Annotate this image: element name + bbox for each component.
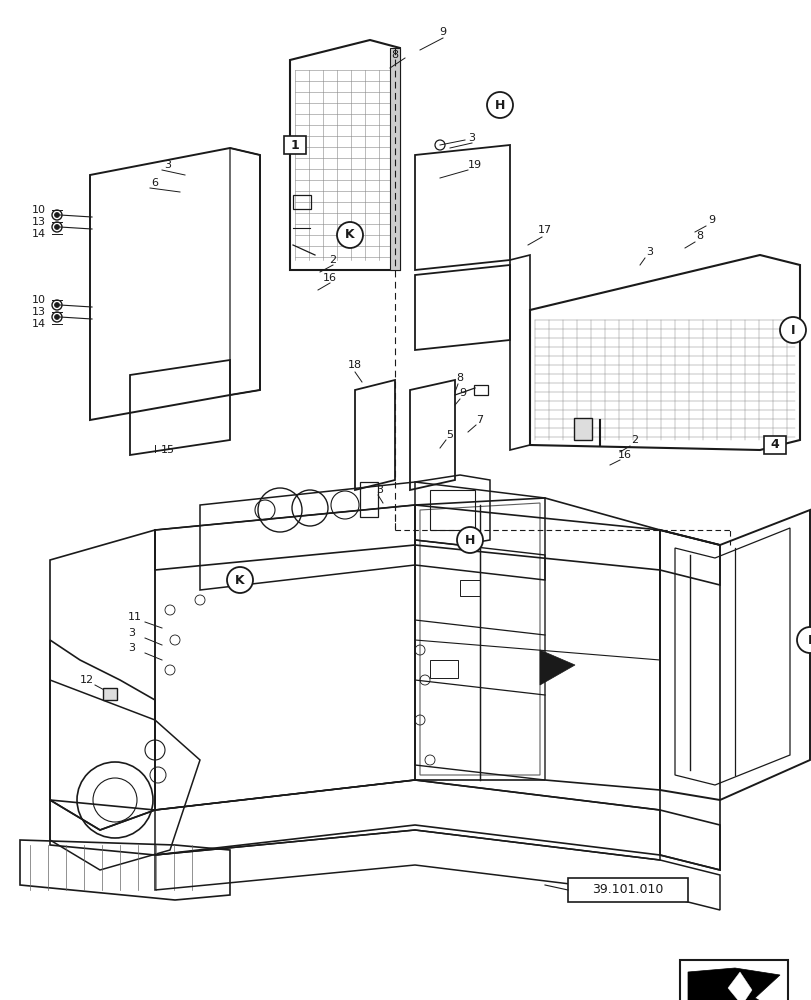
Polygon shape xyxy=(539,650,574,685)
Text: 4: 4 xyxy=(770,438,779,452)
Polygon shape xyxy=(727,972,751,1000)
Bar xyxy=(568,878,687,902)
Text: 13: 13 xyxy=(32,217,46,227)
Circle shape xyxy=(779,317,805,343)
Text: 7: 7 xyxy=(476,415,483,425)
Text: 2: 2 xyxy=(329,255,336,265)
Circle shape xyxy=(54,302,59,308)
Text: H: H xyxy=(464,534,474,546)
Polygon shape xyxy=(389,48,400,270)
Text: 13: 13 xyxy=(32,307,46,317)
Text: 8: 8 xyxy=(456,373,463,383)
Bar xyxy=(359,482,378,517)
Text: 16: 16 xyxy=(323,273,337,283)
Polygon shape xyxy=(687,968,779,1000)
Bar xyxy=(284,136,306,154)
Circle shape xyxy=(796,627,811,653)
Text: 8: 8 xyxy=(696,231,702,241)
Text: 11: 11 xyxy=(128,612,142,622)
Text: 8: 8 xyxy=(391,50,398,60)
Bar xyxy=(430,660,457,678)
Text: K: K xyxy=(235,574,244,586)
Text: 9: 9 xyxy=(459,388,466,398)
Text: H: H xyxy=(494,99,504,112)
Text: 2: 2 xyxy=(631,435,637,445)
Bar xyxy=(430,490,474,530)
Bar xyxy=(679,960,787,1000)
Text: 6: 6 xyxy=(152,178,158,188)
Text: 3: 3 xyxy=(468,133,475,143)
Circle shape xyxy=(227,567,253,593)
Circle shape xyxy=(337,222,363,248)
Bar xyxy=(474,385,487,395)
Text: 19: 19 xyxy=(467,160,482,170)
Text: 39.101.010: 39.101.010 xyxy=(591,884,663,896)
Text: I: I xyxy=(807,634,811,646)
Text: 9: 9 xyxy=(439,27,446,37)
Bar xyxy=(460,580,479,596)
Text: 12: 12 xyxy=(80,675,94,685)
Text: 1: 1 xyxy=(290,139,299,152)
Circle shape xyxy=(54,225,59,230)
Text: K: K xyxy=(345,229,354,241)
Bar xyxy=(573,418,591,440)
Text: 9: 9 xyxy=(707,215,714,225)
Circle shape xyxy=(487,92,513,118)
Text: 3: 3 xyxy=(646,247,653,257)
Text: 3: 3 xyxy=(165,160,171,170)
Circle shape xyxy=(457,527,483,553)
Text: 5: 5 xyxy=(446,430,453,440)
Text: 3: 3 xyxy=(128,643,135,653)
Circle shape xyxy=(54,314,59,320)
Text: 14: 14 xyxy=(32,319,46,329)
Text: 3: 3 xyxy=(128,628,135,638)
Bar xyxy=(763,436,785,454)
Text: 10: 10 xyxy=(32,205,46,215)
Circle shape xyxy=(54,213,59,218)
Text: 10: 10 xyxy=(32,295,46,305)
Bar xyxy=(103,688,117,700)
Text: 3: 3 xyxy=(376,485,383,495)
Text: 17: 17 xyxy=(537,225,551,235)
Bar xyxy=(293,195,311,209)
Text: 16: 16 xyxy=(617,450,631,460)
Text: 14: 14 xyxy=(32,229,46,239)
Text: I: I xyxy=(790,324,794,336)
Text: 18: 18 xyxy=(347,360,362,370)
Text: 15: 15 xyxy=(161,445,175,455)
